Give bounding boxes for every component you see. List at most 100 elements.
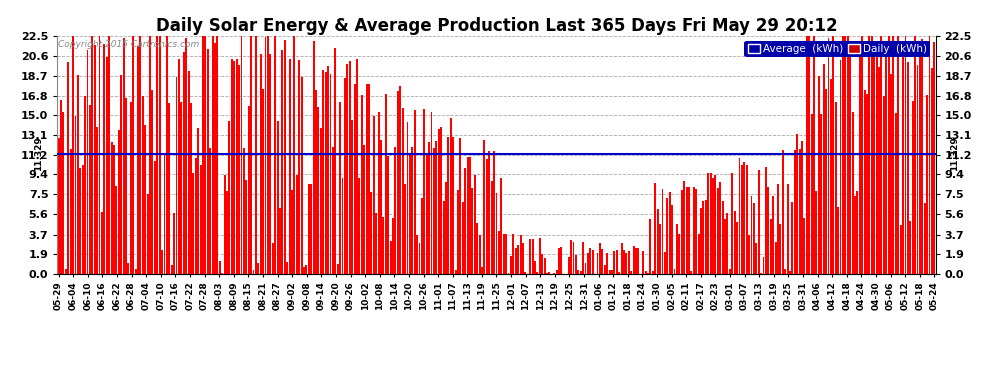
Bar	[195, 158, 197, 274]
Bar	[459, 138, 461, 274]
Bar	[513, 234, 514, 274]
Bar	[243, 148, 245, 274]
Bar	[108, 36, 110, 274]
Bar	[69, 149, 71, 274]
Bar	[727, 213, 729, 274]
Bar	[101, 211, 103, 274]
Bar	[587, 253, 589, 274]
Bar	[77, 75, 79, 274]
Bar	[481, 267, 483, 274]
Bar	[365, 84, 367, 274]
Bar	[377, 112, 379, 274]
Bar	[175, 77, 177, 274]
Bar	[873, 43, 875, 274]
Bar	[628, 251, 630, 274]
Bar	[79, 168, 81, 274]
Bar	[592, 250, 594, 274]
Bar	[589, 248, 591, 274]
Bar	[464, 168, 466, 274]
Bar	[170, 265, 172, 274]
Bar	[118, 130, 120, 274]
Bar	[525, 272, 527, 274]
Bar	[57, 138, 59, 274]
Bar	[698, 234, 700, 274]
Bar	[745, 165, 747, 274]
Bar	[851, 112, 853, 274]
Bar	[897, 36, 899, 274]
Bar	[774, 242, 776, 274]
Bar	[151, 90, 153, 274]
Bar	[796, 134, 798, 274]
Bar	[286, 262, 288, 274]
Bar	[668, 192, 670, 274]
Bar	[688, 187, 690, 274]
Bar	[700, 208, 702, 274]
Bar	[62, 112, 64, 274]
Bar	[375, 213, 377, 274]
Bar	[353, 84, 355, 274]
Bar	[577, 270, 579, 274]
Text: 11.329: 11.329	[950, 136, 959, 171]
Bar	[844, 36, 846, 274]
Bar	[695, 189, 697, 274]
Bar	[424, 109, 426, 274]
Bar	[866, 94, 868, 274]
Bar	[438, 129, 440, 274]
Bar	[60, 100, 62, 274]
Bar	[621, 243, 623, 274]
Bar	[633, 246, 635, 274]
Bar	[643, 251, 644, 274]
Bar	[259, 54, 261, 274]
Bar	[99, 36, 100, 274]
Bar	[226, 191, 228, 274]
Bar	[671, 205, 673, 274]
Bar	[584, 263, 586, 274]
Bar	[626, 254, 628, 274]
Bar	[65, 270, 66, 274]
Bar	[204, 36, 206, 274]
Bar	[272, 243, 273, 274]
Bar	[542, 254, 544, 274]
Bar	[255, 36, 256, 274]
Bar	[153, 160, 155, 274]
Bar	[611, 270, 613, 274]
Bar	[572, 242, 574, 274]
Bar	[474, 175, 476, 274]
Bar	[863, 90, 865, 274]
Bar	[890, 74, 892, 274]
Bar	[221, 273, 223, 274]
Bar	[308, 184, 310, 274]
Bar	[137, 46, 139, 274]
Bar	[315, 90, 317, 274]
Bar	[348, 61, 350, 274]
Bar	[722, 201, 724, 274]
Bar	[712, 178, 714, 274]
Bar	[142, 96, 144, 274]
Bar	[765, 168, 767, 274]
Bar	[878, 66, 880, 274]
Bar	[532, 239, 534, 274]
Bar	[219, 261, 221, 274]
Bar	[912, 101, 914, 274]
Bar	[517, 245, 519, 274]
Bar	[567, 257, 569, 274]
Legend: Average  (kWh), Daily  (kWh): Average (kWh), Daily (kWh)	[744, 41, 931, 57]
Bar	[72, 36, 74, 274]
Bar	[399, 86, 401, 274]
Bar	[449, 118, 451, 274]
Bar	[200, 165, 202, 274]
Bar	[530, 239, 531, 274]
Bar	[720, 182, 721, 274]
Bar	[770, 219, 772, 274]
Bar	[74, 116, 76, 274]
Bar	[606, 254, 608, 274]
Bar	[806, 36, 808, 274]
Bar	[553, 273, 555, 274]
Bar	[871, 36, 873, 274]
Bar	[248, 106, 249, 274]
Bar	[145, 125, 147, 274]
Bar	[340, 102, 342, 274]
Bar	[779, 224, 781, 274]
Bar	[868, 36, 870, 274]
Bar	[454, 270, 456, 274]
